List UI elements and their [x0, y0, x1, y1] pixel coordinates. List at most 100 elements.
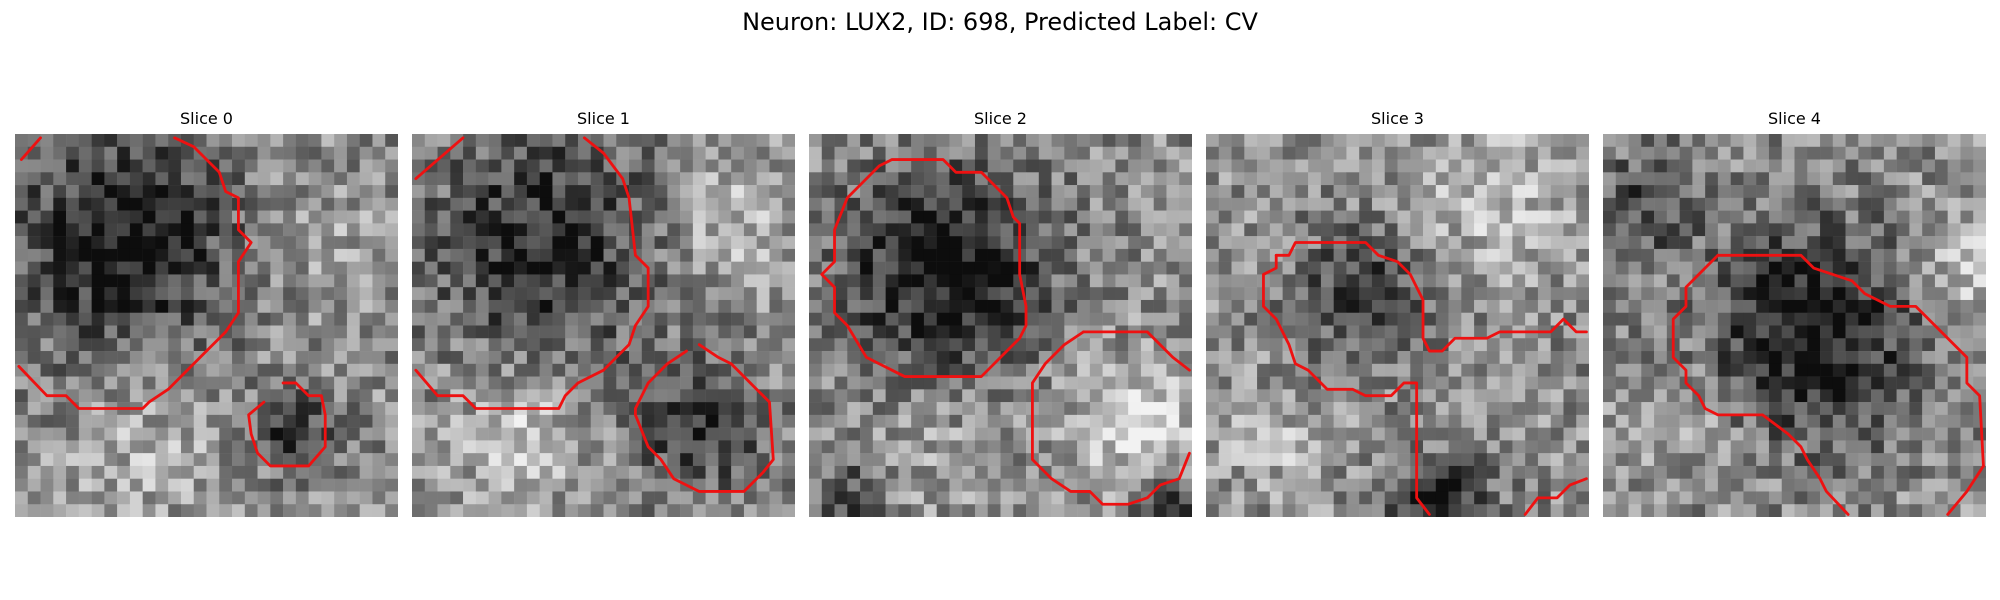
- image-pixel: [1308, 453, 1322, 467]
- image-pixel: [1807, 287, 1821, 301]
- image-pixel: [1934, 376, 1948, 390]
- image-pixel: [1038, 261, 1052, 275]
- image-pixel: [1115, 478, 1129, 492]
- image-pixel: [1628, 146, 1642, 160]
- image-pixel: [1692, 465, 1706, 479]
- image-pixel: [475, 185, 489, 199]
- image-pixel: [66, 146, 80, 160]
- image-pixel: [936, 172, 950, 186]
- image-pixel: [1654, 261, 1668, 275]
- image-pixel: [1282, 287, 1296, 301]
- image-pixel: [1525, 338, 1539, 352]
- image-pixel: [91, 261, 105, 275]
- image-pixel: [244, 159, 258, 173]
- image-pixel: [1435, 248, 1449, 262]
- image-pixel: [834, 338, 848, 352]
- image-pixel: [731, 402, 745, 416]
- image-pixel: [514, 274, 528, 288]
- image-pixel: [629, 351, 643, 365]
- image-pixel: [1525, 389, 1539, 403]
- image-pixel: [1563, 299, 1577, 313]
- image-pixel: [1666, 248, 1680, 262]
- image-pixel: [898, 223, 912, 237]
- image-pixel: [514, 312, 528, 326]
- image-pixel: [949, 146, 963, 160]
- image-pixel: [526, 478, 540, 492]
- image-pixel: [821, 159, 835, 173]
- image-pixel: [232, 440, 246, 454]
- image-pixel: [1115, 414, 1129, 428]
- image-pixel: [1603, 223, 1617, 237]
- image-pixel: [117, 197, 131, 211]
- image-pixel: [437, 261, 451, 275]
- image-pixel: [283, 274, 297, 288]
- image-pixel: [1359, 453, 1373, 467]
- image-pixel: [1295, 261, 1309, 275]
- image-pixel: [104, 453, 118, 467]
- image-pixel: [1166, 210, 1180, 224]
- image-pixel: [923, 185, 937, 199]
- image-pixel: [834, 159, 848, 173]
- image-pixel: [949, 504, 963, 517]
- image-pixel: [616, 159, 630, 173]
- image-pixel: [1717, 427, 1731, 441]
- image-pixel: [1922, 248, 1936, 262]
- image-pixel: [1525, 402, 1539, 416]
- image-pixel: [450, 351, 464, 365]
- image-pixel: [129, 134, 143, 148]
- image-pixel: [1499, 338, 1513, 352]
- image-pixel: [1435, 274, 1449, 288]
- image-pixel: [1308, 299, 1322, 313]
- image-pixel: [1960, 197, 1974, 211]
- image-pixel: [1102, 159, 1116, 173]
- image-pixel: [1282, 414, 1296, 428]
- image-pixel: [104, 427, 118, 441]
- image-pixel: [104, 236, 118, 250]
- image-pixel: [1641, 478, 1655, 492]
- image-pixel: [1269, 376, 1283, 390]
- image-pixel: [987, 223, 1001, 237]
- image-pixel: [1794, 376, 1808, 390]
- image-pixel: [450, 172, 464, 186]
- image-pixel: [1397, 236, 1411, 250]
- image-pixel: [412, 440, 426, 454]
- image-pixel: [872, 223, 886, 237]
- image-pixel: [1768, 427, 1782, 441]
- image-pixel: [1756, 172, 1770, 186]
- image-pixel: [463, 236, 477, 250]
- image-pixel: [40, 287, 54, 301]
- image-pixel: [1845, 478, 1859, 492]
- image-pixel: [1628, 210, 1642, 224]
- image-pixel: [654, 299, 668, 313]
- image-pixel: [488, 223, 502, 237]
- image-pixel: [1756, 478, 1770, 492]
- image-pixel: [629, 185, 643, 199]
- image-pixel: [219, 491, 233, 505]
- image-pixel: [1499, 274, 1513, 288]
- image-pixel: [1499, 414, 1513, 428]
- image-pixel: [1153, 223, 1167, 237]
- image-pixel: [974, 427, 988, 441]
- image-pixel: [577, 465, 591, 479]
- image-pixel: [577, 504, 591, 517]
- image-pixel: [334, 146, 348, 160]
- image-pixel: [437, 338, 451, 352]
- image-pixel: [424, 402, 438, 416]
- image-pixel: [1603, 287, 1617, 301]
- image-pixel: [1832, 248, 1846, 262]
- image-pixel: [1603, 376, 1617, 390]
- image-pixel: [654, 351, 668, 365]
- image-pixel: [346, 427, 360, 441]
- image-pixel: [1525, 236, 1539, 250]
- image-pixel: [1206, 414, 1220, 428]
- image-pixel: [1166, 274, 1180, 288]
- image-pixel: [372, 504, 386, 517]
- image-pixel: [1295, 389, 1309, 403]
- image-pixel: [1730, 185, 1744, 199]
- image-pixel: [463, 376, 477, 390]
- image-pixel: [15, 453, 29, 467]
- image-pixel: [514, 389, 528, 403]
- image-pixel: [1448, 478, 1462, 492]
- image-pixel: [1320, 210, 1334, 224]
- image-pixel: [104, 440, 118, 454]
